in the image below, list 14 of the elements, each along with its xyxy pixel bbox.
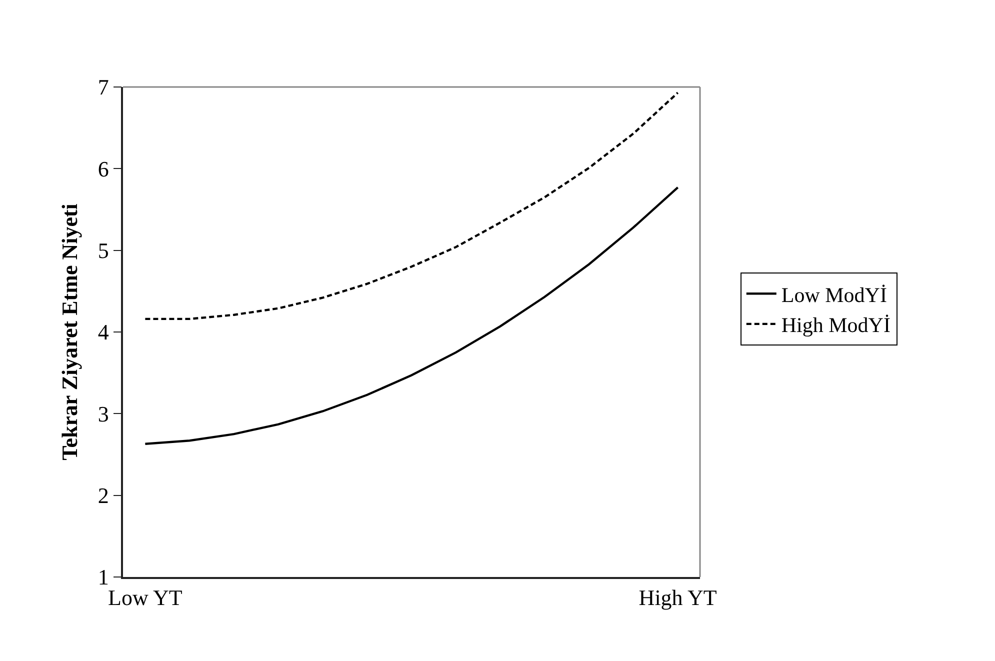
line-series (144, 186, 679, 445)
y-tick-label: 3 (98, 401, 109, 426)
x-tick-label: High YT (638, 585, 718, 610)
y-tick-label: 1 (98, 564, 109, 590)
line-series (144, 92, 679, 320)
legend-label: High ModYİ (781, 313, 890, 338)
y-tick-label: 6 (98, 156, 109, 182)
y-tick-label: 7 (98, 74, 109, 100)
y-tick-label: 4 (98, 320, 109, 345)
y-axis-title: Tekrar Ziyaret Etme Niyeti (57, 204, 82, 460)
y-tick-label: 5 (98, 238, 109, 264)
legend-label: Low ModYİ (781, 282, 887, 307)
x-tick-label: Low YT (108, 585, 183, 610)
y-tick-label: 2 (98, 483, 109, 508)
